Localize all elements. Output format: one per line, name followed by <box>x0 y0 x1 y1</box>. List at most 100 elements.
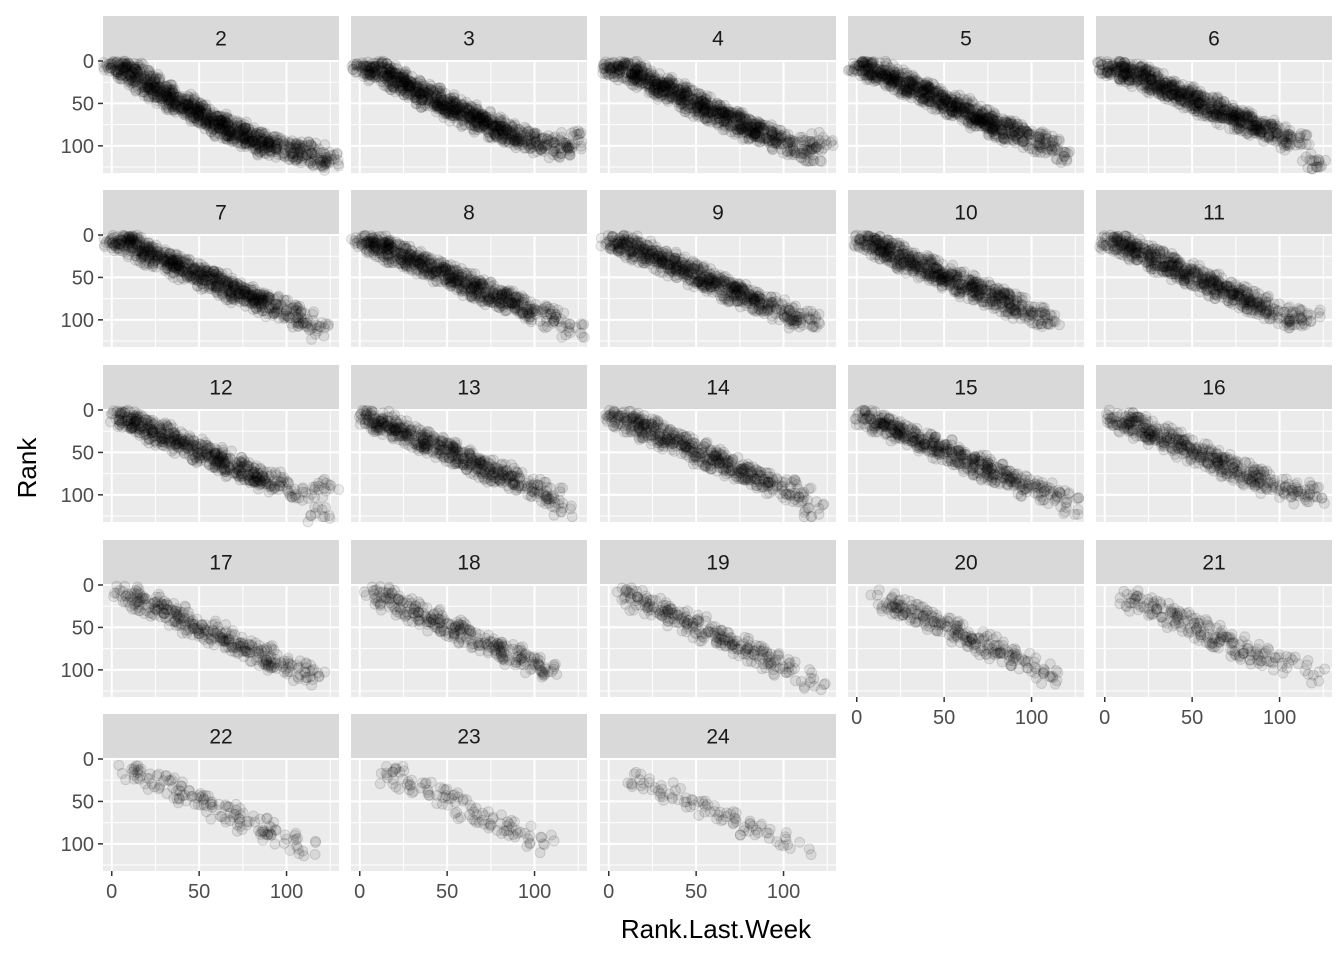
data-point <box>114 60 126 72</box>
data-point <box>115 69 127 81</box>
data-point <box>115 69 127 81</box>
data-point <box>133 61 145 73</box>
data-point <box>97 56 109 68</box>
facet-panel-4: 4 <box>597 16 839 173</box>
data-point <box>112 72 124 84</box>
data-point <box>132 58 144 70</box>
data-point <box>129 63 141 75</box>
facet-strip-label: 6 <box>1208 28 1220 51</box>
data-point <box>117 72 129 84</box>
data-point <box>135 57 147 69</box>
data-point <box>118 55 130 67</box>
data-point <box>116 57 128 69</box>
data-point <box>106 59 118 71</box>
data-point <box>110 64 122 76</box>
data-point <box>119 55 131 67</box>
data-point <box>1043 140 1055 152</box>
data-point <box>126 66 138 78</box>
data-point <box>128 60 140 72</box>
data-point <box>150 261 162 273</box>
data-point <box>120 70 132 82</box>
data-point <box>105 62 117 74</box>
data-point <box>806 137 818 149</box>
data-point <box>112 66 124 78</box>
data-point <box>112 66 124 78</box>
data-point <box>128 63 140 75</box>
data-point <box>136 75 148 87</box>
data-point <box>133 73 145 85</box>
data-point <box>135 72 147 84</box>
y-tick-label: 50 <box>72 93 94 115</box>
data-point <box>120 64 132 76</box>
data-point <box>1051 154 1063 166</box>
data-point <box>682 90 694 102</box>
data-point <box>115 64 127 76</box>
data-point <box>1062 147 1074 159</box>
data-point <box>130 63 142 75</box>
data-point <box>118 65 130 77</box>
data-point <box>126 62 138 74</box>
data-point <box>131 66 143 78</box>
data-point <box>1300 151 1312 163</box>
data-point <box>137 58 149 70</box>
data-point <box>112 67 124 79</box>
data-point <box>114 64 126 76</box>
data-point <box>106 57 118 69</box>
data-point <box>926 103 938 115</box>
data-point <box>1310 161 1322 173</box>
data-point <box>124 69 136 81</box>
data-point <box>133 59 145 71</box>
data-point <box>118 64 130 76</box>
data-point <box>129 61 141 73</box>
data-point <box>117 61 129 73</box>
data-point <box>116 73 128 85</box>
data-point <box>100 60 112 72</box>
data-point <box>1178 102 1190 114</box>
facet-strip <box>103 16 339 61</box>
data-point <box>278 140 290 152</box>
data-point <box>128 63 140 75</box>
data-point <box>123 58 135 70</box>
data-point <box>131 65 143 77</box>
data-point <box>124 67 136 79</box>
data-point <box>138 74 150 86</box>
points-group <box>97 55 345 176</box>
data-point <box>1237 115 1249 127</box>
data-point <box>1271 130 1283 142</box>
data-point <box>117 62 129 74</box>
panel-background <box>103 61 339 173</box>
data-point <box>129 71 141 83</box>
data-point <box>105 62 117 74</box>
data-point <box>119 62 131 74</box>
data-point <box>98 61 110 73</box>
data-point <box>110 68 122 80</box>
facet-strip-label: 7 <box>215 202 227 225</box>
data-point <box>102 62 114 74</box>
data-point <box>113 58 125 70</box>
data-point <box>103 58 115 70</box>
data-point <box>123 69 135 81</box>
data-point <box>122 76 134 88</box>
data-point <box>111 56 123 68</box>
data-point <box>1320 154 1332 166</box>
data-point <box>1033 131 1045 143</box>
data-point <box>124 70 136 82</box>
data-point <box>122 57 134 69</box>
data-point <box>119 62 131 74</box>
data-point <box>125 65 137 77</box>
data-point <box>120 59 132 71</box>
facet-panel-3: 3 <box>346 16 588 173</box>
data-point <box>1300 139 1312 151</box>
data-point <box>101 59 113 71</box>
data-point <box>128 57 140 69</box>
data-point <box>120 67 132 79</box>
data-point <box>117 68 129 80</box>
data-point <box>104 65 116 77</box>
data-point <box>120 61 132 73</box>
data-point <box>567 130 579 142</box>
data-point <box>114 73 126 85</box>
data-point <box>109 57 121 69</box>
data-point <box>784 134 796 146</box>
y-tick-label: 0 <box>83 51 94 73</box>
